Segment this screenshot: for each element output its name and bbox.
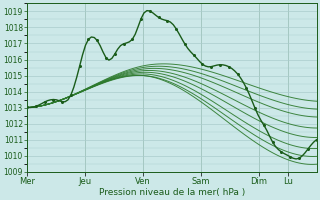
X-axis label: Pression niveau de la mer( hPa ): Pression niveau de la mer( hPa ) [99,188,245,197]
